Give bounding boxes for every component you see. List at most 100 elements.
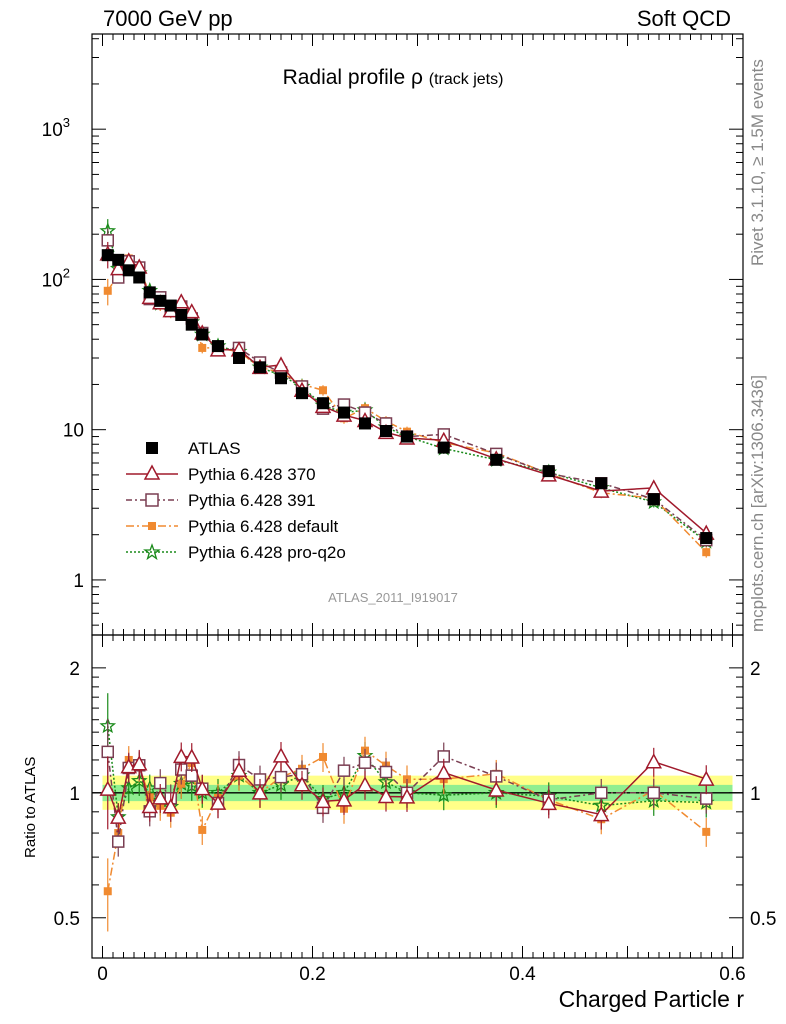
p370-point [141,797,159,814]
p370-point [183,303,201,319]
atlas-data-point [437,441,450,454]
legend-item-p370: Pythia 6.428 370 [122,462,382,490]
atlas-data-point [700,532,713,545]
atlas-data-point [154,294,167,307]
y-tick-label: 102 [42,265,70,291]
ratio-y-tick-label: 0.5 [54,909,80,930]
p370-point [172,293,190,309]
legend-item-p391: Pythia 6.428 391 [122,488,382,516]
p370-point [109,808,127,824]
p370-point [540,794,558,811]
p391-line [107,240,707,541]
filled-square-marker-icon [146,442,158,454]
ratio-y-tick-label-right: 1 [750,784,761,805]
analysis-id-label: ATLAS_2011_I919017 [328,590,458,605]
ratio-y-tick-label-right: 2 [750,659,761,680]
collision-label: 7000 GeV pp [103,6,233,31]
p370-point [592,805,610,822]
p370-point [398,788,416,804]
filled-small-square-marker-icon [126,522,178,530]
legend-label-pdefault: Pythia 6.428 default [188,517,339,536]
p370-point [151,789,169,805]
atlas-data-point [122,264,135,277]
atlas-data-point [542,465,555,478]
y-tick-label: 103 [42,115,70,141]
x-tick-label: 0.6 [719,964,745,985]
pdefault-point [319,386,327,395]
pq2o-point [120,779,138,796]
atlas-data-point [647,493,660,506]
atlas-data-point [212,340,224,353]
p370-point [109,260,127,276]
atlas-data-point [196,328,209,341]
p370-point [293,776,311,792]
p370-point [487,781,505,797]
legend-label-p391: Pythia 6.428 391 [188,491,316,510]
p391-point [379,765,393,779]
ratio-y-tick-label: 1 [69,784,80,805]
atlas-data-point [143,286,156,299]
pq2o-point [435,786,453,803]
x-tick-label: 0.2 [299,964,325,985]
pdefault-point [702,827,711,836]
p370-point [230,761,248,778]
atlas-data-point [296,387,308,400]
p370-point [356,776,374,792]
atlas-data-point [275,372,287,385]
atlas-data-point [401,430,413,443]
y-tick-label: 1 [73,571,84,592]
atlas-data-point [359,417,371,430]
p370-point [272,747,290,763]
ratio-y-tick-label: 2 [69,659,80,680]
process-label: Soft QCD [636,6,731,31]
p391-point [595,786,608,800]
ratio-y-tick-labels: 0.5 0.5 1 1 2 2 [54,659,777,930]
x-tick-label: 0.4 [509,964,536,985]
atlas-data-point [112,253,125,266]
p391-point [337,764,351,777]
p391-point [112,835,125,848]
x-tick-label: 0 [97,964,108,985]
atlas-data-point [595,477,608,490]
p370-point [130,755,148,771]
p370-point [251,784,269,800]
open-triangle-marker-icon [126,464,178,480]
p391-point [274,770,288,784]
p370-point [592,482,610,498]
atlas-data-point [254,361,266,374]
p370-point [172,747,190,764]
series-atlas [101,249,713,545]
p370-point [209,794,227,810]
plot-title-main: Radial profile ρ [282,66,423,89]
p370-point [272,356,290,372]
p391-point [700,792,713,805]
pdefault-point [103,887,112,896]
x-tick-labels: 0 0.2 0.4 0.6 [97,964,746,985]
atlas-data-point [338,406,350,419]
atlas-data-point [380,424,392,437]
star-marker-icon [126,543,178,561]
x-axis-label: Charged Particle r [558,986,744,1012]
atlas-data-point [317,397,329,410]
y-tick-label: 10 [63,421,84,442]
main-y-tick-labels: 1 10 102 103 [42,115,84,592]
legend-item-pq2o: Pythia 6.428 pro-q2o [122,540,382,568]
pdefault-point [702,548,711,557]
atlas-data-point [490,453,503,466]
pdefault-point [319,752,327,761]
pdefault-point [103,286,112,295]
open-square-marker-icon [126,493,178,507]
p370-point [314,792,332,809]
plot-title-sub: (track jets) [428,71,504,88]
atlas-data-point [233,351,245,364]
p391-point [101,745,114,759]
plot-title: Radial profile ρ (track jets) [0,66,786,90]
legend-label-p370: Pythia 6.428 370 [188,465,316,484]
atlas-data-point [185,318,198,331]
pq2o-point [130,772,148,789]
p370-point [697,770,715,786]
legend-label-atlas: ATLAS [188,439,241,458]
atlas-data-point [133,271,146,284]
p391-point [358,756,372,769]
